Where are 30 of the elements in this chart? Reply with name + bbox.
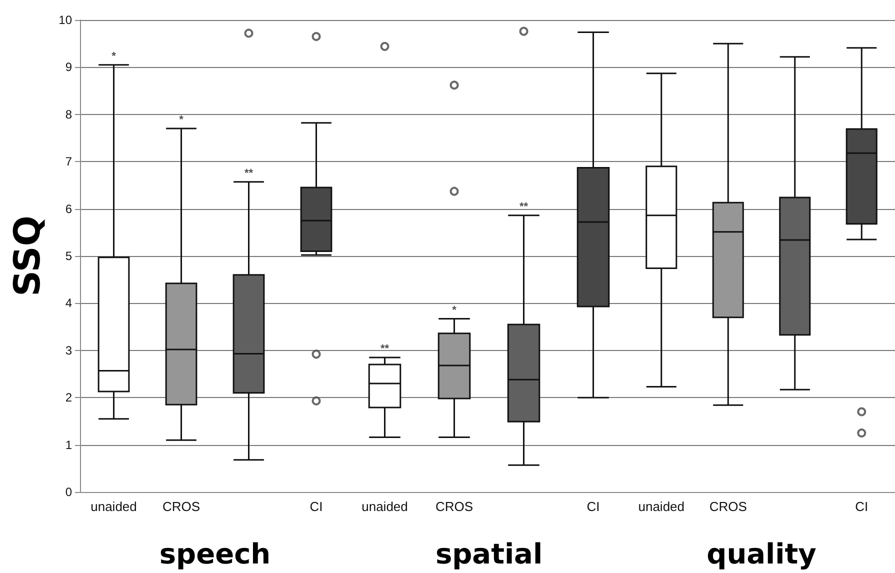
y-tick-label: 7 (65, 154, 72, 169)
y-tick-label: 3 (65, 343, 72, 358)
x-tick-label: unaided (362, 499, 408, 514)
x-tick-label: CROS (709, 499, 748, 514)
annotation: * (112, 50, 117, 62)
x-tick-label: CI (310, 499, 323, 514)
annotation: ** (380, 342, 390, 355)
y-tick-label: 0 (65, 485, 72, 499)
y-tick-label: 1 (65, 438, 72, 452)
x-axis-title: spatial (435, 538, 543, 570)
x-tick-label: CI (586, 499, 600, 514)
x-tick-label: CROS (162, 499, 200, 514)
annotation: ** (519, 200, 529, 213)
x-axis-title: speech (159, 538, 271, 570)
x-tick-label: CROS (435, 499, 474, 514)
y-tick-label: 2 (65, 390, 72, 405)
y-tick-label: 4 (65, 296, 72, 310)
x-tick-label: CI (855, 499, 868, 514)
annotation: * (452, 304, 458, 316)
y-axis-title: SSQ (8, 216, 48, 296)
x-tick-label: unaided (90, 499, 137, 514)
annotation: * (179, 114, 184, 126)
y-tick-label: 9 (65, 60, 72, 74)
y-tick-label: 5 (65, 249, 72, 263)
y-tick-label: 8 (65, 107, 72, 122)
y-tick-label: 6 (65, 202, 72, 216)
x-axis-title: quality (706, 538, 816, 570)
y-tick-label: 10 (58, 13, 72, 27)
x-tick-label: unaided (638, 499, 685, 514)
annotation: ** (244, 167, 254, 180)
